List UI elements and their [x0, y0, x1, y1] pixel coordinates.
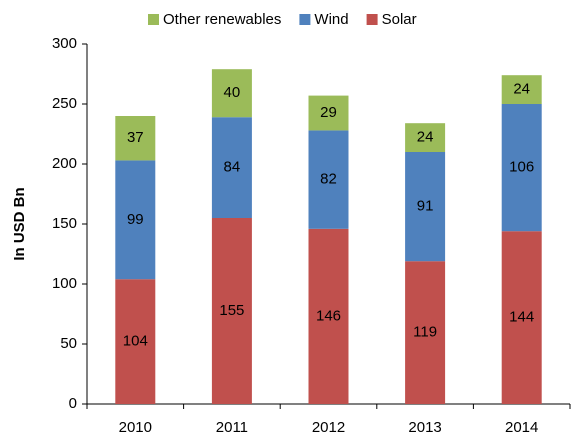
x-tick-label: 2014: [505, 419, 538, 436]
data-label: 37: [127, 129, 144, 146]
data-label: 91: [417, 198, 434, 215]
data-label: 84: [224, 159, 241, 176]
data-label: 104: [123, 333, 148, 350]
bar-segment: [115, 116, 156, 161]
bar-segment: [115, 160, 156, 280]
y-tick-label: 150: [52, 215, 77, 232]
legend-label: Wind: [314, 11, 348, 28]
bar-segment: [501, 75, 542, 104]
x-tick-label: 2012: [312, 419, 345, 436]
data-label: 99: [127, 211, 144, 228]
bar-segment: [115, 279, 156, 404]
y-tick-label: 200: [52, 155, 77, 172]
y-axis-label: In USD Bn: [11, 187, 28, 260]
legend-swatch: [299, 14, 311, 25]
y-tick-label: 250: [52, 95, 77, 112]
legend-swatch: [148, 14, 159, 25]
bar-segment: [308, 228, 349, 404]
data-label: 146: [316, 307, 341, 324]
legend-label: Solar: [382, 11, 417, 28]
data-label: 155: [219, 302, 244, 319]
data-label: 24: [513, 81, 530, 98]
y-tick-label: 300: [52, 35, 77, 52]
data-label: 144: [509, 309, 534, 326]
data-label: 119: [413, 324, 437, 341]
legend-swatch: [366, 14, 378, 25]
y-tick-label: 50: [60, 335, 77, 352]
data-label: 24: [417, 129, 434, 146]
x-tick-label: 2010: [119, 419, 152, 436]
bar-segment: [405, 123, 446, 152]
x-tick-label: 2011: [216, 419, 248, 436]
data-label: 82: [320, 171, 337, 188]
x-tick-label: 2013: [408, 419, 441, 436]
bar-segment: [308, 95, 349, 131]
y-tick-label: 100: [52, 275, 77, 292]
data-label: 40: [224, 84, 241, 101]
bar-segment: [405, 261, 446, 404]
bar-segment: [211, 218, 252, 404]
legend-label: Other renewables: [163, 11, 281, 28]
bar-segment: [501, 231, 542, 404]
data-label: 106: [509, 159, 534, 176]
bar-segment: [501, 104, 542, 232]
y-tick-label: 0: [69, 395, 77, 412]
bar-segment: [211, 117, 252, 218]
bar-segment: [308, 130, 349, 229]
bar-segment: [405, 152, 446, 262]
bar-segment: [211, 69, 252, 118]
data-label: 29: [320, 104, 337, 121]
